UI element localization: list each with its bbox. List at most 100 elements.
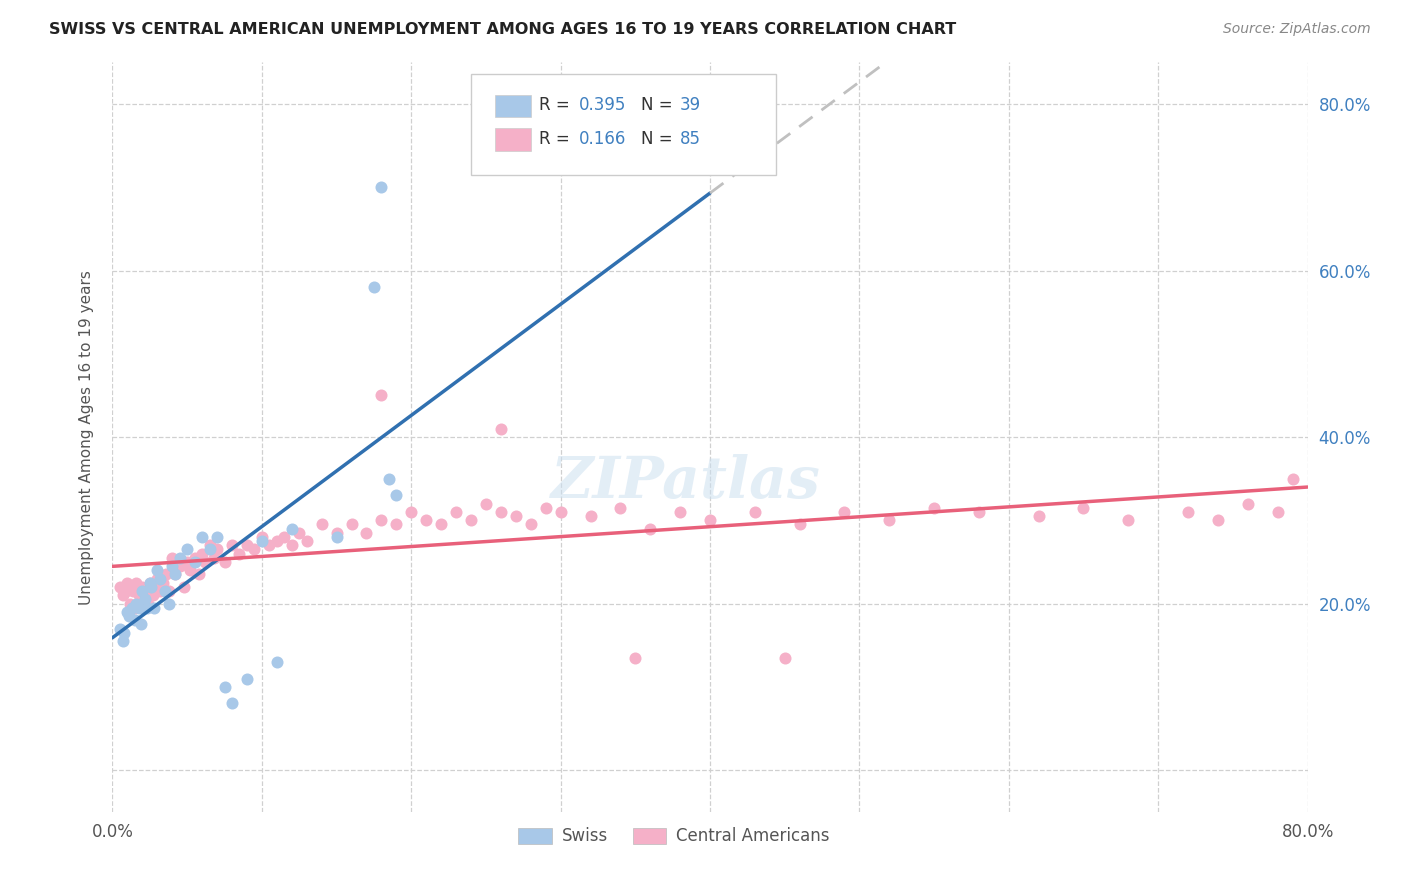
Point bbox=[155, 567, 177, 582]
Point bbox=[370, 180, 392, 194]
Point bbox=[295, 534, 318, 549]
Point bbox=[114, 625, 135, 640]
Point bbox=[378, 472, 401, 486]
Text: Source: ZipAtlas.com: Source: ZipAtlas.com bbox=[1223, 22, 1371, 37]
Point bbox=[325, 530, 347, 544]
Point bbox=[205, 542, 228, 557]
Point bbox=[773, 650, 796, 665]
Point bbox=[744, 505, 766, 519]
Point bbox=[122, 584, 145, 599]
Point bbox=[579, 509, 602, 524]
Point bbox=[236, 538, 259, 552]
Point bbox=[142, 588, 165, 602]
Point bbox=[1073, 500, 1095, 515]
Point bbox=[146, 563, 169, 577]
Point bbox=[1206, 513, 1229, 527]
Point bbox=[1267, 505, 1289, 519]
Point bbox=[385, 488, 408, 502]
Point bbox=[121, 600, 143, 615]
Point bbox=[520, 517, 543, 532]
Point bbox=[153, 584, 176, 599]
Point bbox=[120, 597, 142, 611]
Point bbox=[922, 500, 945, 515]
Point bbox=[236, 672, 259, 686]
Point bbox=[475, 497, 498, 511]
Point bbox=[157, 584, 180, 599]
Point bbox=[281, 538, 304, 552]
Text: SWISS VS CENTRAL AMERICAN UNEMPLOYMENT AMONG AGES 16 TO 19 YEARS CORRELATION CHA: SWISS VS CENTRAL AMERICAN UNEMPLOYMENT A… bbox=[49, 22, 956, 37]
Text: 85: 85 bbox=[681, 130, 702, 148]
Point bbox=[117, 605, 139, 619]
Text: 0.395: 0.395 bbox=[579, 96, 626, 114]
Text: 0.166: 0.166 bbox=[579, 130, 626, 148]
Point bbox=[125, 597, 148, 611]
Point bbox=[165, 567, 187, 582]
Point bbox=[356, 525, 378, 540]
Text: N =: N = bbox=[641, 130, 678, 148]
Text: R =: R = bbox=[538, 96, 575, 114]
Text: 39: 39 bbox=[681, 96, 702, 114]
Point bbox=[250, 530, 273, 544]
Point bbox=[640, 522, 662, 536]
Point bbox=[125, 575, 148, 590]
Point bbox=[183, 550, 205, 565]
Point bbox=[143, 600, 166, 615]
Point bbox=[228, 547, 250, 561]
Point bbox=[198, 538, 221, 552]
Point bbox=[967, 505, 990, 519]
Point bbox=[191, 530, 214, 544]
Point bbox=[444, 505, 467, 519]
Point bbox=[250, 534, 273, 549]
Point bbox=[879, 513, 901, 527]
Point bbox=[176, 542, 198, 557]
Point bbox=[214, 680, 236, 694]
Point bbox=[152, 575, 174, 590]
Point bbox=[128, 600, 150, 615]
Point bbox=[221, 697, 243, 711]
Point bbox=[401, 505, 423, 519]
Point bbox=[415, 513, 437, 527]
Point bbox=[124, 613, 146, 627]
Point bbox=[699, 513, 721, 527]
Point bbox=[489, 505, 512, 519]
Point bbox=[124, 600, 146, 615]
FancyBboxPatch shape bbox=[471, 74, 776, 175]
Point bbox=[131, 584, 153, 599]
Point bbox=[789, 517, 811, 532]
Point bbox=[325, 525, 347, 540]
Point bbox=[460, 513, 482, 527]
FancyBboxPatch shape bbox=[495, 128, 531, 151]
Point bbox=[191, 547, 214, 561]
Point bbox=[288, 525, 311, 540]
Point bbox=[609, 500, 631, 515]
Text: ZIPatlas: ZIPatlas bbox=[551, 454, 821, 510]
Point bbox=[370, 388, 392, 402]
Point bbox=[138, 597, 160, 611]
Point bbox=[1237, 497, 1260, 511]
Point bbox=[115, 584, 138, 599]
Legend: Swiss, Central Americans: Swiss, Central Americans bbox=[512, 821, 837, 852]
Point bbox=[149, 572, 172, 586]
Point bbox=[624, 650, 647, 665]
Point bbox=[162, 550, 183, 565]
Point bbox=[188, 567, 211, 582]
Point bbox=[266, 534, 288, 549]
Point bbox=[139, 575, 162, 590]
Point bbox=[834, 505, 856, 519]
Point bbox=[139, 575, 162, 590]
Point bbox=[134, 584, 156, 599]
Point bbox=[202, 550, 225, 565]
Point bbox=[131, 580, 153, 594]
Text: N =: N = bbox=[641, 96, 678, 114]
Point bbox=[259, 538, 281, 552]
Point bbox=[162, 559, 183, 574]
Point bbox=[205, 530, 228, 544]
Point bbox=[214, 555, 236, 569]
Point bbox=[173, 580, 195, 594]
Point bbox=[385, 517, 408, 532]
Point bbox=[281, 522, 304, 536]
Point bbox=[669, 505, 692, 519]
Point bbox=[273, 530, 295, 544]
Text: R =: R = bbox=[538, 130, 575, 148]
Point bbox=[108, 580, 131, 594]
